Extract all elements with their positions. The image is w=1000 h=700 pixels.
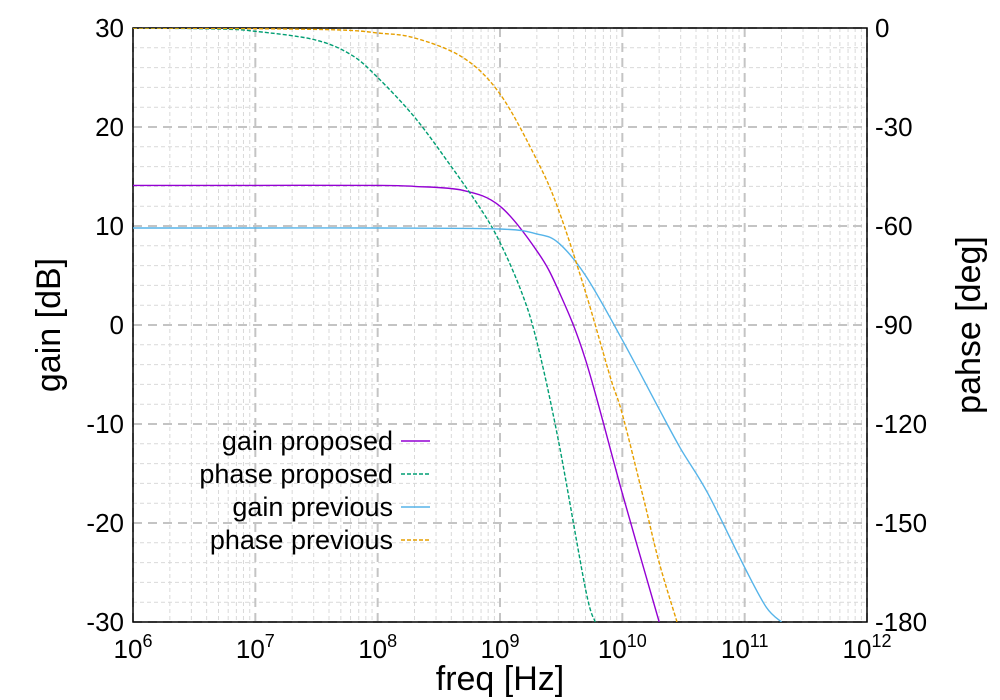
x-axis-title: freq [Hz] bbox=[436, 660, 564, 698]
x-tick-label: 109 bbox=[481, 631, 520, 664]
left-y-axis-title: gain [dB] bbox=[30, 258, 68, 392]
x-tick-label: 107 bbox=[236, 631, 275, 664]
x-tick-labels: 106 107 108 109 1010 1011 1012 bbox=[114, 631, 892, 664]
x-tick-label: 108 bbox=[358, 631, 397, 664]
legend-label: gain proposed bbox=[222, 426, 393, 456]
series-line-phase-previous bbox=[133, 28, 678, 622]
x-tick-base: 10 bbox=[598, 634, 627, 664]
right-y-tick-label: -30 bbox=[875, 112, 913, 142]
x-tick-label: 1010 bbox=[598, 631, 647, 664]
x-tick-exponent: 7 bbox=[265, 631, 275, 651]
right-y-tick-labels: 0 -30 -60 -90 -120 -150 -180 bbox=[875, 13, 927, 637]
x-tick-base: 10 bbox=[481, 634, 510, 664]
left-y-tick-label: 0 bbox=[110, 310, 124, 340]
x-tick-exponent: 10 bbox=[627, 631, 647, 651]
legend-label: phase previous bbox=[210, 525, 393, 555]
right-y-axis-title: pahse [deg] bbox=[950, 236, 988, 414]
series-line-gain-proposed bbox=[133, 184, 660, 622]
x-tick-exponent: 11 bbox=[750, 631, 769, 651]
series-line-phase-proposed bbox=[133, 28, 596, 622]
x-tick-exponent: 8 bbox=[387, 631, 397, 651]
x-tick-label: 1011 bbox=[721, 631, 769, 664]
series-line-gain-previous bbox=[133, 227, 782, 622]
right-y-tick-label: -90 bbox=[875, 310, 913, 340]
legend-label: gain previous bbox=[232, 492, 393, 522]
x-tick-label: 106 bbox=[114, 631, 153, 664]
x-tick-base: 10 bbox=[721, 634, 750, 664]
x-tick-label: 1012 bbox=[843, 631, 892, 664]
x-tick-exponent: 12 bbox=[871, 631, 891, 651]
series-layer bbox=[133, 28, 782, 622]
x-tick-base: 10 bbox=[843, 634, 872, 664]
right-y-tick-label: -150 bbox=[875, 508, 927, 538]
left-y-tick-label: -10 bbox=[86, 409, 124, 439]
x-tick-base: 10 bbox=[236, 634, 265, 664]
left-y-tick-label: -20 bbox=[86, 508, 124, 538]
left-y-tick-label: -30 bbox=[86, 607, 124, 637]
left-y-tick-label: 30 bbox=[95, 13, 124, 43]
right-y-tick-label: 0 bbox=[875, 13, 889, 43]
right-y-tick-label: -60 bbox=[875, 211, 913, 241]
right-y-tick-label: -180 bbox=[875, 607, 927, 637]
right-y-tick-label: -120 bbox=[875, 409, 927, 439]
x-tick-exponent: 9 bbox=[509, 631, 519, 651]
x-tick-exponent: 6 bbox=[142, 631, 152, 651]
legend-label: phase proposed bbox=[199, 459, 393, 489]
x-tick-base: 10 bbox=[358, 634, 387, 664]
x-tick-base: 10 bbox=[114, 634, 143, 664]
left-y-tick-label: 20 bbox=[95, 112, 124, 142]
left-y-tick-label: 10 bbox=[95, 211, 124, 241]
plot-frame bbox=[132, 27, 868, 623]
left-y-tick-labels: 30 20 10 0 -10 -20 -30 bbox=[86, 13, 124, 637]
